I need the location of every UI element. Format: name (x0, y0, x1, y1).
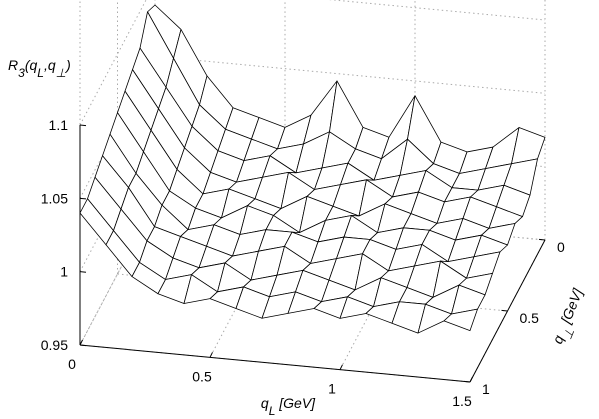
z-tick (79, 124, 87, 127)
ylabel: q⊥ [GeV] (549, 285, 592, 348)
xlabel-part: L (269, 404, 276, 418)
x-tick (79, 339, 83, 346)
zlabel-part: ,q (44, 57, 56, 73)
ylabel-part: ⊥ (560, 326, 577, 341)
ylabel-part: [GeV] (556, 285, 586, 329)
z-tick-label: 1.1 (49, 117, 69, 133)
grid-line (328, 0, 546, 21)
xlabel: qL [GeV] (261, 395, 316, 418)
zlabel: R3(qL,q⊥) (8, 57, 71, 80)
y-tick (463, 380, 471, 383)
surface-cell (443, 308, 478, 332)
y-tick (538, 238, 546, 241)
z-tick (79, 197, 87, 200)
z-tick-label: 0.95 (41, 337, 68, 353)
z-tick-label: 1.05 (41, 190, 68, 206)
z-tick-label: 1 (60, 264, 68, 280)
zlabel-part: ) (64, 57, 71, 73)
y-tick (501, 309, 508, 312)
x-tick-label: 0 (68, 356, 76, 372)
x-tick (469, 376, 473, 383)
y-tick-label: 0 (557, 239, 565, 255)
zlabel-part: 3 (18, 66, 25, 80)
x-axis (79, 344, 471, 383)
z-tick (79, 344, 87, 347)
zlabel-part: ⊥ (56, 66, 66, 80)
x-tick (209, 352, 213, 358)
xlabel-part: q (261, 395, 269, 411)
x-tick-label: 0.5 (192, 368, 212, 384)
xlabel-part: [GeV] (275, 395, 316, 411)
y-tick-label: 0.5 (520, 310, 540, 326)
x-tick-label: 1.5 (452, 393, 472, 409)
zlabel-part: (q (25, 57, 38, 73)
zlabel-part: L (37, 66, 44, 80)
x-tick-label: 1 (328, 381, 336, 397)
y-tick-label: 1 (482, 381, 490, 397)
z-tick (79, 271, 87, 273)
x-tick (339, 364, 343, 370)
zlabel-part: R (8, 57, 18, 73)
